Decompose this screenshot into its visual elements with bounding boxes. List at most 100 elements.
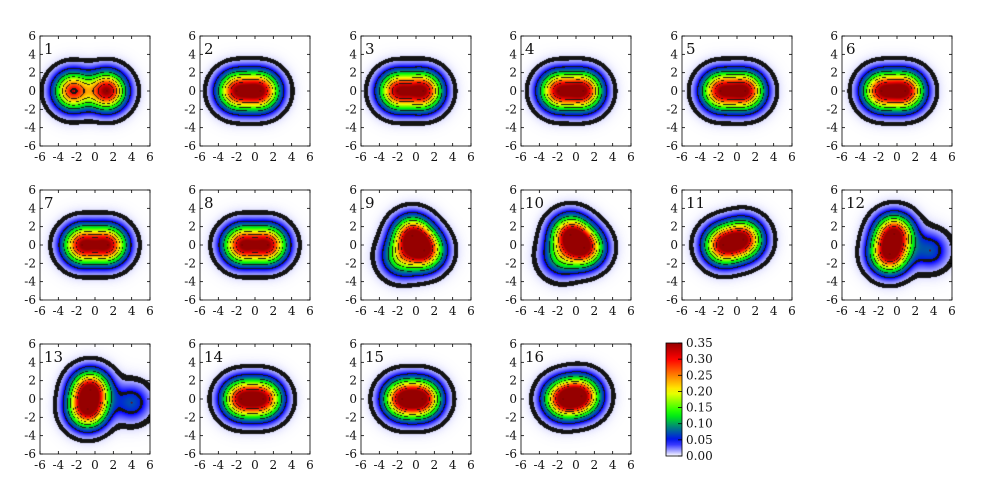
x-tick-label: 6 (467, 150, 475, 164)
density-heatmap (361, 36, 471, 146)
x-tick-label: -6 (355, 150, 367, 164)
panel-label: 7 (44, 194, 54, 212)
y-tick-label: 6 (188, 337, 196, 351)
x-tick-label: 6 (306, 458, 314, 472)
x-tick-label: -6 (836, 150, 848, 164)
x-tick-label: 0 (251, 150, 259, 164)
x-tick-label: -2 (71, 150, 83, 164)
x-tick-label: 0 (733, 150, 741, 164)
x-tick-label: -6 (676, 304, 688, 318)
x-tick-label: 6 (788, 150, 796, 164)
y-tick-label: -2 (505, 102, 517, 116)
y-tick-label: 6 (28, 183, 36, 197)
y-tick-label: 6 (349, 29, 357, 43)
y-tick-label: 2 (28, 220, 36, 234)
x-tick-label: 2 (752, 150, 760, 164)
density-peak (742, 238, 745, 241)
x-tick-label: 0 (412, 458, 420, 472)
x-tick-label: 0 (733, 304, 741, 318)
x-tick-label: 6 (306, 150, 314, 164)
y-tick-label: 4 (28, 47, 36, 61)
panel-label: 16 (525, 348, 544, 366)
x-tick-label: -2 (392, 150, 404, 164)
y-tick-label: -4 (184, 275, 196, 289)
x-tick-label: 0 (251, 458, 259, 472)
x-tick-label: 0 (91, 458, 99, 472)
x-tick-label: -4 (694, 304, 706, 318)
x-tick-label: -4 (854, 150, 866, 164)
x-tick-label: -4 (533, 150, 545, 164)
y-tick-label: 2 (509, 374, 517, 388)
y-tick-label: 6 (670, 183, 678, 197)
x-tick-label: 2 (110, 150, 118, 164)
y-tick-label: -2 (24, 410, 36, 424)
y-tick-label: 2 (349, 220, 357, 234)
density-peak (560, 255, 563, 259)
x-tick-label: -6 (355, 458, 367, 472)
y-tick-label: 6 (830, 29, 838, 43)
y-tick-label: 0 (188, 84, 196, 98)
panel-label: 5 (686, 40, 696, 58)
panel-label: 9 (365, 194, 375, 212)
x-tick-label: 0 (91, 150, 99, 164)
y-tick-label: -2 (826, 256, 838, 270)
density-peak (266, 243, 269, 247)
y-tick-label: 2 (188, 220, 196, 234)
x-tick-label: 4 (609, 150, 617, 164)
x-tick-label: 2 (912, 150, 920, 164)
y-tick-label: -4 (24, 121, 36, 135)
y-tick-label: 6 (349, 337, 357, 351)
y-tick-label: -4 (345, 121, 357, 135)
y-tick-label: 0 (509, 238, 517, 252)
panel-label: 4 (525, 40, 535, 58)
colorbar-gradient (665, 342, 683, 457)
y-tick-label: 2 (830, 66, 838, 80)
y-tick-label: -6 (184, 293, 196, 307)
colorbar-tick-label: 0.25 (686, 368, 713, 382)
x-tick-label: -4 (212, 458, 224, 472)
x-tick-label: -2 (231, 458, 243, 472)
y-tick-label: 2 (28, 374, 36, 388)
y-tick-label: -6 (826, 293, 838, 307)
y-tick-label: -2 (184, 256, 196, 270)
y-tick-label: -6 (24, 447, 36, 461)
x-tick-label: 2 (431, 304, 439, 318)
y-tick-label: 0 (188, 238, 196, 252)
y-tick-label: 0 (349, 392, 357, 406)
y-tick-label: -2 (345, 410, 357, 424)
x-tick-label: -4 (52, 150, 64, 164)
y-tick-label: -4 (184, 429, 196, 443)
density-heatmap (682, 36, 792, 146)
x-tick-label: 6 (146, 304, 154, 318)
y-tick-label: 4 (349, 355, 357, 369)
y-tick-label: -4 (505, 275, 517, 289)
y-tick-label: 0 (28, 84, 36, 98)
x-tick-label: -4 (212, 150, 224, 164)
y-tick-label: 4 (509, 355, 517, 369)
y-tick-label: 2 (670, 220, 678, 234)
y-tick-label: -2 (345, 256, 357, 270)
x-tick-label: -4 (52, 304, 64, 318)
x-tick-label: -4 (854, 304, 866, 318)
density-peak (904, 89, 907, 93)
x-tick-label: 0 (893, 304, 901, 318)
colorbar-tick-label: 0.35 (686, 336, 713, 350)
y-tick-label: -2 (505, 256, 517, 270)
x-tick-label: 4 (449, 304, 457, 318)
density-peak (582, 89, 585, 93)
density-peak (569, 233, 572, 237)
x-tick-label: 0 (572, 304, 580, 318)
y-tick-label: -6 (184, 139, 196, 153)
density-peak (401, 397, 404, 401)
density-peak (421, 397, 424, 401)
density-heatmap (40, 190, 150, 300)
y-tick-label: 6 (670, 29, 678, 43)
y-tick-label: 4 (670, 47, 678, 61)
colorbar-tick-label: 0.10 (686, 417, 713, 431)
x-tick-label: -6 (194, 458, 206, 472)
